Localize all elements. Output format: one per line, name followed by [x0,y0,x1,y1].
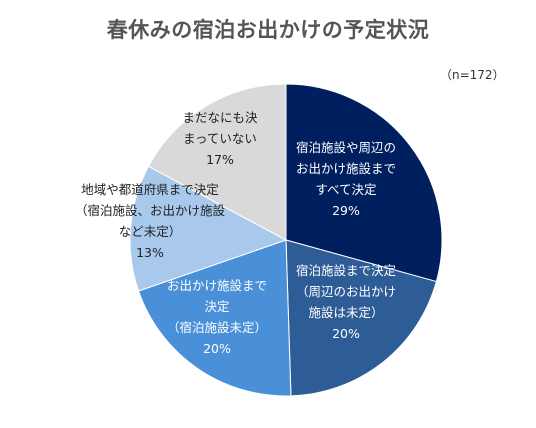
slice-label-line: 施設は未定） [308,305,383,320]
pie-slice-3 [137,239,292,397]
slice-label-3: お出かけ施設まで決定 （宿泊施設未定） 20% [167,278,267,356]
slice-label-line: 地域や都道府県まで決定 [81,182,219,197]
slice-value-label: 20% [332,326,360,341]
slice-label-line: など未定） [119,224,182,239]
sample-size-note: （n=172） [440,68,505,82]
chart-title: 春休みの宿泊お出かけの予定状況 [106,18,430,42]
slice-label-line: お出かけ施設まで [296,161,396,176]
slice-label-line: 宿泊施設まで決定 [296,263,396,278]
slice-label-1: 宿泊施設や周辺のお出かけ施設まですべて決定 29% [296,140,396,218]
slice-label-line: すべて決定 [315,182,376,197]
pie-slice-4 [129,165,288,292]
pie-slice-5 [147,83,287,241]
slice-label-line: まだなにも決 [182,110,258,125]
slice-value-label: 20% [203,341,231,356]
slice-value-label: 29% [332,203,360,218]
slice-label-4: 地域や都道府県まで決定 （宿泊施設、お出かけ施設など未定） 13% [75,182,226,260]
slice-label-2: 宿泊施設まで決定 （周辺のお出かけ施設は未定） 20% [296,263,396,341]
slice-label-line: （宿泊施設、お出かけ施設 [75,203,226,218]
slice-label-line: まっていない [183,131,257,146]
slice-label-line: （周辺のお出かけ [296,284,396,299]
pie-slice-1 [285,83,443,283]
slice-label-5: まだなにも決まっていない 17% [182,110,258,167]
slice-value-label: 17% [206,152,234,167]
slice-label-line: 宿泊施設や周辺の [296,140,396,155]
slice-label-line: お出かけ施設まで [167,278,267,293]
slice-label-line: 決定 [204,299,229,314]
pie-slice-2 [285,239,437,397]
slice-value-label: 13% [136,245,164,260]
slice-label-line: （宿泊施設未定） [167,320,267,335]
